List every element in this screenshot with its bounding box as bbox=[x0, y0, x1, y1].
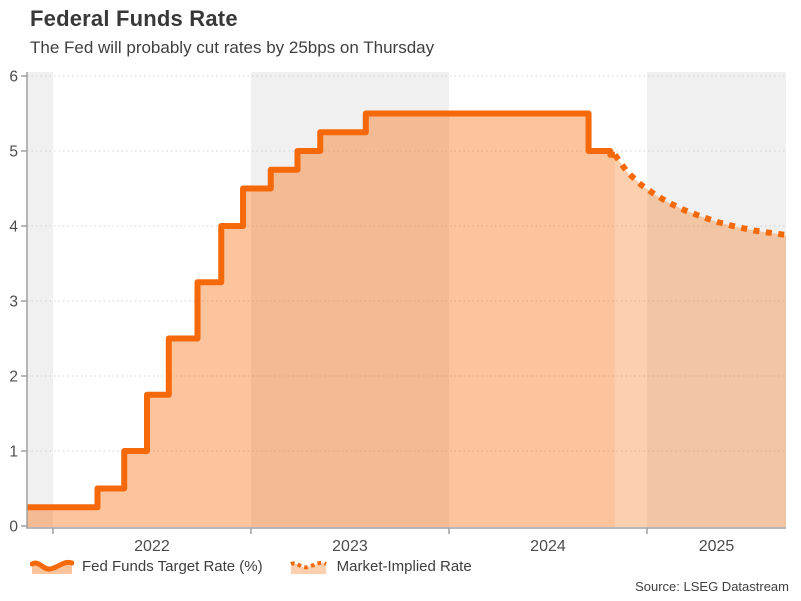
x-tick-label: 2024 bbox=[530, 538, 566, 555]
y-tick-label: 0 bbox=[9, 519, 18, 536]
x-tick-label: 2022 bbox=[134, 538, 170, 555]
y-tick-label: 3 bbox=[9, 294, 18, 311]
y-tick-label: 2 bbox=[9, 369, 18, 386]
y-tick-label: 4 bbox=[9, 219, 18, 236]
legend-item-target-rate: Fed Funds Target Rate (%) bbox=[30, 557, 263, 575]
x-axis-ticks: 2022 2023 2024 2025 bbox=[52, 528, 735, 555]
legend-label-market-implied: Market-Implied Rate bbox=[336, 557, 472, 575]
target-rate-legend-icon bbox=[30, 559, 74, 574]
x-tick-label: 2023 bbox=[332, 538, 368, 555]
market-implied-line bbox=[612, 153, 787, 238]
gridlines bbox=[27, 75, 786, 452]
y-axis-ticks: 0 1 2 3 4 5 6 bbox=[9, 69, 27, 536]
legend: Fed Funds Target Rate (%) Market-Implied… bbox=[30, 557, 472, 575]
market-implied-legend-icon bbox=[289, 560, 327, 574]
chart-title: Federal Funds Rate bbox=[30, 6, 238, 31]
y-tick-label: 6 bbox=[9, 69, 18, 86]
source-text: Source: LSEG Datastream bbox=[635, 579, 789, 594]
target-rate-line bbox=[27, 110, 615, 511]
y-tick-label: 1 bbox=[9, 444, 18, 461]
legend-label-target-rate: Fed Funds Target Rate (%) bbox=[82, 557, 263, 575]
year-shading-bands bbox=[27, 72, 786, 528]
x-tick-label: 2025 bbox=[699, 538, 735, 555]
target-rate-area bbox=[27, 113, 615, 527]
y-tick-label: 5 bbox=[9, 144, 18, 161]
chart-subtitle: The Fed will probably cut rates by 25bps… bbox=[30, 38, 435, 57]
market-implied-area bbox=[614, 154, 786, 527]
legend-item-market-implied: Market-Implied Rate bbox=[289, 557, 472, 575]
